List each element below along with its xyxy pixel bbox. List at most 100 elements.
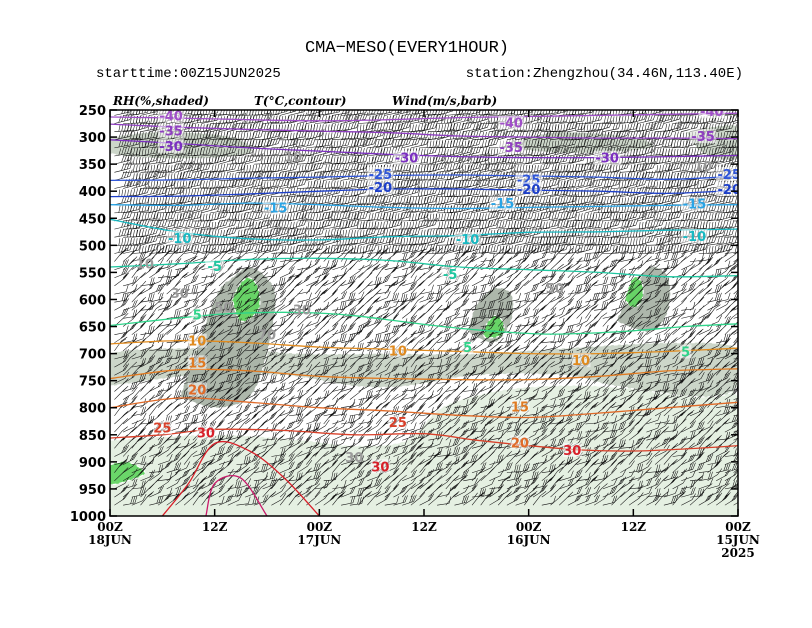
wind-barb xyxy=(140,234,159,246)
wind-barb xyxy=(114,363,130,376)
wind-barb xyxy=(288,153,307,165)
wind-barb xyxy=(628,112,648,124)
wind-barb xyxy=(402,177,421,189)
wind-barb xyxy=(515,494,531,506)
wind-barb xyxy=(140,325,155,335)
wind-barb xyxy=(681,469,696,482)
wind-barb xyxy=(149,163,168,173)
wind-barb xyxy=(663,470,679,482)
wind-barb xyxy=(332,156,351,165)
wind-barb xyxy=(689,447,705,457)
wind-barb xyxy=(314,229,333,238)
wind-barb xyxy=(471,273,487,287)
wind-barb xyxy=(271,385,285,400)
wind-barb xyxy=(210,148,228,157)
wind-barb xyxy=(637,186,656,197)
wind-barb xyxy=(314,145,334,157)
wind-barb xyxy=(594,437,609,449)
wind-barb xyxy=(655,148,673,157)
wind-barb xyxy=(532,221,551,230)
wind-barb xyxy=(716,235,735,246)
temp-contour-m20 xyxy=(110,188,738,198)
wind-barb xyxy=(218,121,238,132)
wind-barb xyxy=(576,429,592,441)
wind-barb xyxy=(297,148,315,157)
wind-barb xyxy=(611,345,626,360)
wind-barb xyxy=(654,491,669,506)
wind-barb xyxy=(471,284,487,295)
wind-barb xyxy=(716,227,735,238)
wind-barb xyxy=(637,385,652,400)
wind-barb xyxy=(681,462,696,473)
wind-barb xyxy=(210,288,225,303)
wind-barb xyxy=(576,283,592,295)
wind-barb xyxy=(733,358,738,360)
wind-barb xyxy=(253,186,273,197)
wind-barb xyxy=(541,110,559,116)
wind-barb xyxy=(297,110,315,116)
wind-barb xyxy=(445,138,464,149)
wind-barb xyxy=(314,357,330,368)
wind-barb xyxy=(306,426,320,441)
wind-barb xyxy=(245,467,260,482)
wind-barb xyxy=(341,381,356,392)
wind-barb xyxy=(384,299,400,311)
wind-barb xyxy=(611,268,626,279)
wind-barb xyxy=(419,179,438,189)
temp-label-bg xyxy=(593,150,621,165)
wind-barb xyxy=(489,484,504,498)
wind-barb xyxy=(567,196,586,205)
wind-barb xyxy=(314,132,333,141)
wind-barb xyxy=(393,445,409,457)
wind-barb xyxy=(715,483,730,498)
wind-barb xyxy=(489,301,504,311)
wind-barb xyxy=(437,115,455,124)
wind-barb xyxy=(314,202,334,214)
wind-barb xyxy=(253,307,269,319)
temp-contour-m25 xyxy=(110,174,738,182)
temp-contour-label: 5 xyxy=(681,346,690,361)
wind-barb xyxy=(236,496,251,506)
wind-barb xyxy=(288,110,306,116)
wind-barb xyxy=(646,237,664,246)
wind-barb xyxy=(471,467,486,481)
wind-barb xyxy=(314,419,330,433)
wind-barb xyxy=(279,387,295,400)
wind-barb xyxy=(131,195,150,205)
wind-barb xyxy=(497,412,513,425)
wind-barb xyxy=(131,177,151,189)
wind-barb xyxy=(332,267,347,279)
wind-barb xyxy=(689,472,704,482)
wind-barb xyxy=(646,218,665,230)
wind-barb xyxy=(323,339,339,352)
wind-barb xyxy=(532,484,548,498)
wind-barb xyxy=(393,329,408,344)
wind-barb xyxy=(410,137,430,149)
wind-barb xyxy=(236,145,255,157)
wind-barb xyxy=(428,431,443,441)
wind-barb xyxy=(594,179,613,189)
wind-barb xyxy=(620,114,639,124)
wind-barb xyxy=(236,242,255,254)
wind-barb xyxy=(166,462,182,473)
wind-barb xyxy=(218,226,238,238)
wind-barb xyxy=(715,418,730,433)
wind-barb xyxy=(506,477,522,490)
wind-barb xyxy=(210,244,229,254)
wind-barb xyxy=(672,243,691,254)
wind-barb xyxy=(218,172,237,181)
wind-barb xyxy=(463,250,478,262)
wind-barb xyxy=(689,253,704,262)
wind-barb xyxy=(332,203,351,214)
wind-barb xyxy=(620,388,635,400)
wind-barb xyxy=(724,220,738,230)
wind-barb xyxy=(323,452,339,465)
wind-barb xyxy=(157,342,172,352)
wind-barb xyxy=(402,394,417,408)
wind-barb xyxy=(541,341,557,352)
wind-barb xyxy=(375,475,390,490)
wind-barb xyxy=(384,277,399,287)
temp-label-bg xyxy=(262,200,289,215)
wind-barb xyxy=(550,397,565,408)
wind-barb xyxy=(271,264,286,279)
